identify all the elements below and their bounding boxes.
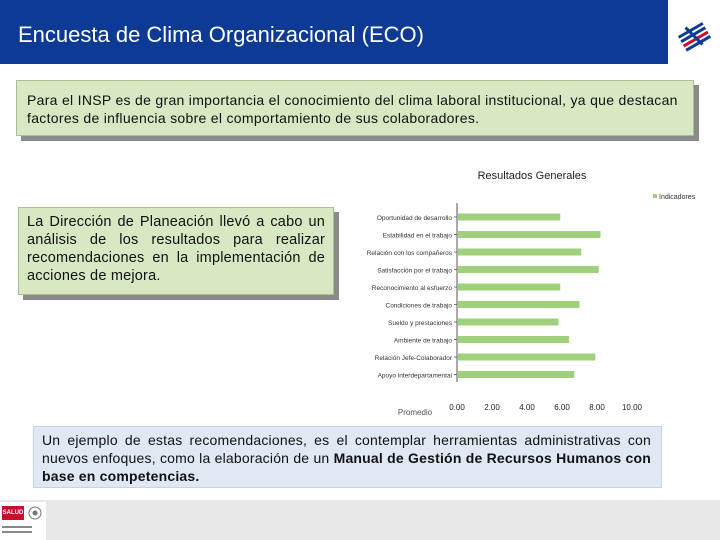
legend-swatch xyxy=(653,194,657,198)
x-tick-label: 8.00 xyxy=(589,403,605,412)
bar xyxy=(458,353,596,361)
bar xyxy=(458,336,569,343)
category-label: Relación Jefe-Colaborador xyxy=(375,355,453,362)
category-label: Oportunidad de desarrollo xyxy=(377,215,453,222)
x-axis-label: Promedio xyxy=(398,408,433,417)
bar xyxy=(458,283,561,291)
bar xyxy=(458,213,561,221)
logo-box xyxy=(668,0,720,64)
footer-badge: SALUD xyxy=(0,502,46,540)
salud-label: SALUD xyxy=(2,506,24,520)
example-text: Un ejemplo de estas recomendaciones, es … xyxy=(42,431,651,485)
bar xyxy=(458,248,582,256)
bar xyxy=(458,301,580,308)
bar xyxy=(458,371,575,378)
legend-label: Indicadores xyxy=(659,194,696,201)
planning-card: La Dirección de Planeación llevó a cabo … xyxy=(18,207,334,295)
intro-card: Para el INSP es de gran importancia el c… xyxy=(16,80,694,136)
x-tick-label: 4.00 xyxy=(519,403,535,412)
title-bar: Encuesta de Clima Organizacional (ECO) xyxy=(0,0,668,64)
category-label: Sueldo y prestaciones xyxy=(388,320,453,327)
category-label: Ambiente de trabajo xyxy=(394,338,453,345)
category-label: Apoyo interdepartamental xyxy=(378,373,453,380)
category-label: Condiciones de trabajo xyxy=(386,303,453,310)
example-lead: Un ejemplo de estas recomendaciones, es … xyxy=(42,432,651,466)
x-tick-label: 10.00 xyxy=(622,403,643,412)
mexico-emblem-icon xyxy=(28,506,42,520)
x-tick-label: 6.00 xyxy=(554,403,570,412)
insp-logo-icon xyxy=(677,22,712,52)
footer-sublines xyxy=(2,526,42,536)
results-chart-svg: Resultados Generales Indicadores Oportunid… xyxy=(367,170,696,417)
results-chart: Resultados Generales Indicadores Oportunid… xyxy=(360,160,700,420)
x-tick-label: 0.00 xyxy=(449,403,465,412)
bar xyxy=(458,266,599,273)
example-card: Un ejemplo de estas recomendaciones, es … xyxy=(33,426,662,488)
page-title: Encuesta de Clima Organizacional (ECO) xyxy=(18,22,424,47)
footer: SALUD xyxy=(0,500,720,540)
category-label: Satisfacción por el trabajo xyxy=(377,268,452,275)
bar xyxy=(458,318,559,326)
example-bold: Manual de Gestión de Recursos Humanos co… xyxy=(42,450,651,484)
category-label: Estabilidad en el trabajo xyxy=(383,233,453,240)
planning-text: La Dirección de Planeación llevó a cabo … xyxy=(27,214,325,284)
bar xyxy=(458,231,601,238)
intro-text: Para el INSP es de gran importancia el c… xyxy=(27,92,678,126)
category-label: Reconocimiento al esfuerzo xyxy=(372,285,453,292)
category-label: Relación con los compañeros xyxy=(367,250,453,257)
x-tick-label: 2.00 xyxy=(484,403,500,412)
chart-title: Resultados Generales xyxy=(478,170,587,182)
